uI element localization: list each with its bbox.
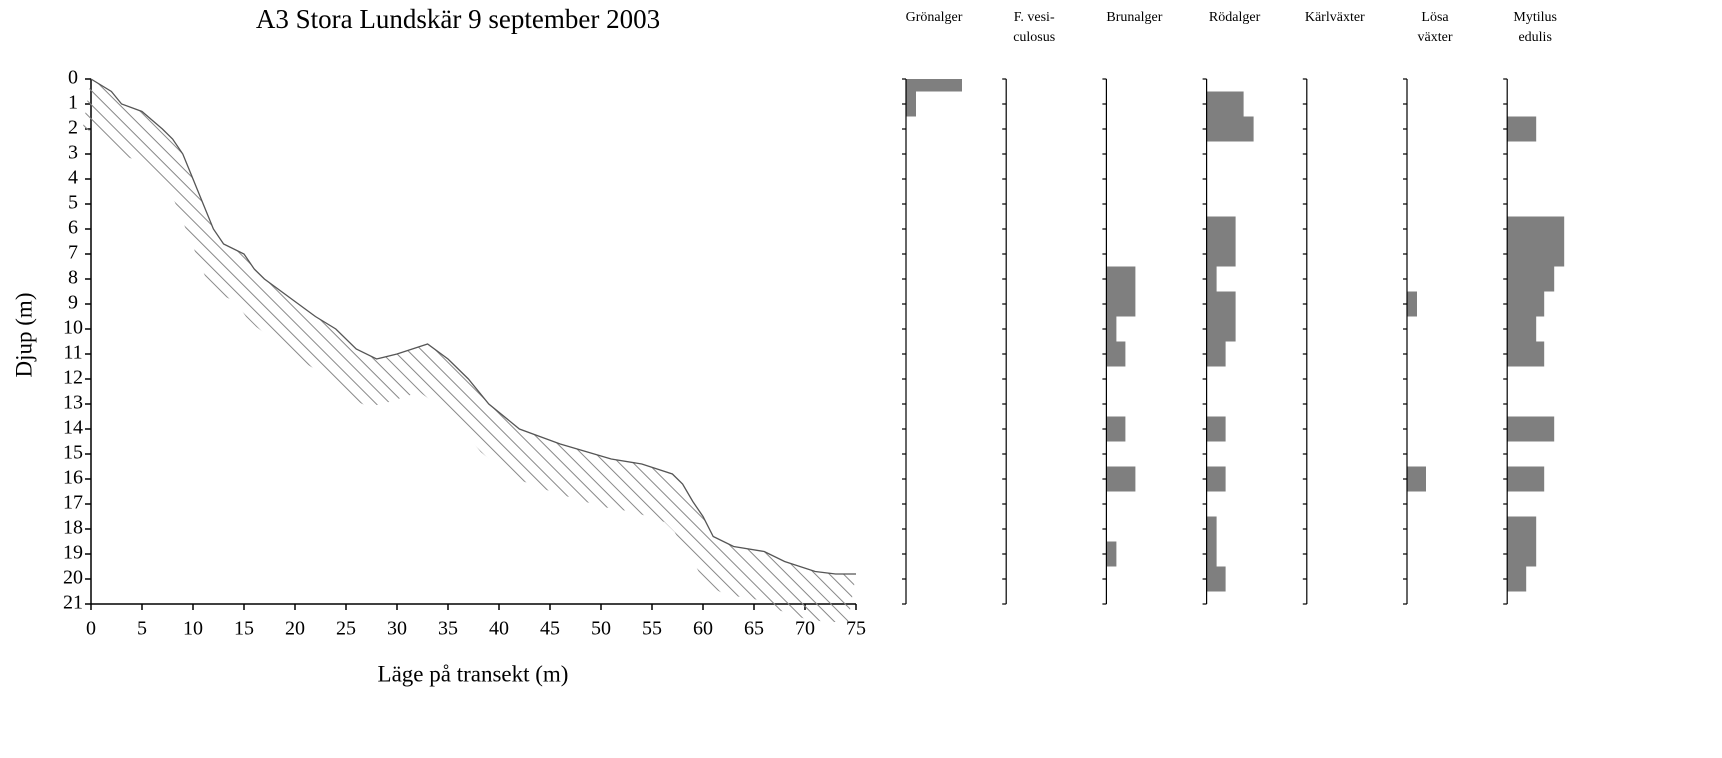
bar <box>1206 516 1217 542</box>
bar <box>1106 416 1126 442</box>
bar <box>1507 241 1565 267</box>
x-axis-label: Läge på transekt (m) <box>378 661 569 686</box>
bar <box>1106 341 1126 367</box>
x-tick-label: 60 <box>693 618 713 640</box>
bar <box>1206 541 1217 567</box>
y-tick-label: 7 <box>68 242 78 264</box>
panel-header: Rödalger <box>1208 10 1261 25</box>
y-tick-label: 19 <box>63 542 83 564</box>
bar <box>1206 266 1217 292</box>
bar <box>1106 466 1136 492</box>
panel-header: Brunalger <box>1106 10 1163 25</box>
bar <box>1507 116 1537 142</box>
y-tick-label: 0 <box>68 67 78 89</box>
bar <box>1507 216 1565 242</box>
bar <box>906 79 962 92</box>
bar <box>1507 566 1527 592</box>
bar <box>1507 516 1537 542</box>
x-tick-label: 65 <box>744 618 764 640</box>
bar <box>1206 216 1236 242</box>
y-tick-label: 20 <box>63 567 83 589</box>
bar <box>1507 466 1545 492</box>
bar <box>906 91 916 117</box>
bar <box>1206 116 1254 142</box>
y-tick-label: 8 <box>68 267 78 289</box>
bar <box>1206 291 1236 317</box>
x-tick-label: 45 <box>540 618 560 640</box>
bar <box>1106 541 1117 567</box>
bar <box>1507 316 1537 342</box>
y-tick-label: 21 <box>63 592 83 614</box>
bar <box>1507 341 1545 367</box>
bar <box>1206 316 1236 342</box>
x-tick-label: 10 <box>183 618 203 640</box>
y-tick-label: 5 <box>68 192 78 214</box>
y-axis-label: Djup (m) <box>11 293 36 378</box>
bedrock-hatch <box>83 79 856 622</box>
bar <box>1106 316 1117 342</box>
bar <box>1206 341 1226 367</box>
panel-header: Kärlväxter <box>1304 10 1365 25</box>
x-tick-label: 55 <box>642 618 662 640</box>
x-tick-label: 70 <box>795 618 815 640</box>
panel-header: Lösa växter <box>1417 10 1453 45</box>
bar <box>1106 291 1136 317</box>
bar <box>1507 291 1545 317</box>
bar <box>1507 416 1555 442</box>
panel-header: F. vesi- culosus <box>1013 10 1056 45</box>
x-tick-label: 15 <box>234 618 254 640</box>
y-tick-label: 15 <box>63 442 83 464</box>
y-tick-label: 18 <box>63 517 83 539</box>
bar <box>1507 266 1555 292</box>
y-tick-label: 17 <box>63 492 83 514</box>
panel-header: Grönalger <box>905 10 963 25</box>
bar <box>1206 241 1236 267</box>
bar <box>1206 466 1226 492</box>
y-tick-label: 3 <box>68 142 78 164</box>
x-tick-label: 20 <box>285 618 305 640</box>
bar <box>1407 466 1426 492</box>
bar <box>1407 291 1417 317</box>
x-tick-label: 50 <box>591 618 611 640</box>
y-tick-label: 6 <box>68 217 78 239</box>
x-tick-label: 75 <box>846 618 866 640</box>
x-tick-label: 5 <box>137 618 147 640</box>
bar <box>1206 416 1226 442</box>
bar <box>1507 541 1537 567</box>
x-tick-label: 25 <box>336 618 356 640</box>
y-tick-label: 4 <box>68 167 78 189</box>
bar <box>1206 566 1226 592</box>
bar <box>1206 91 1244 117</box>
y-tick-label: 12 <box>63 367 83 389</box>
y-tick-label: 9 <box>68 292 78 314</box>
x-tick-label: 35 <box>438 618 458 640</box>
x-tick-label: 0 <box>86 618 96 640</box>
y-tick-label: 11 <box>63 342 82 364</box>
y-tick-label: 1 <box>68 92 78 114</box>
profile-line <box>90 78 856 575</box>
bar <box>1106 266 1136 292</box>
y-tick-label: 2 <box>68 117 78 139</box>
chart-title: A3 Stora Lundskär 9 september 2003 <box>256 4 660 34</box>
x-tick-label: 40 <box>489 618 509 640</box>
x-tick-label: 30 <box>387 618 407 640</box>
y-tick-label: 13 <box>63 392 83 414</box>
panel-header: Mytilus edulis <box>1513 10 1557 45</box>
y-tick-label: 14 <box>63 417 83 439</box>
y-tick-label: 16 <box>63 467 83 489</box>
y-tick-label: 10 <box>63 317 83 339</box>
